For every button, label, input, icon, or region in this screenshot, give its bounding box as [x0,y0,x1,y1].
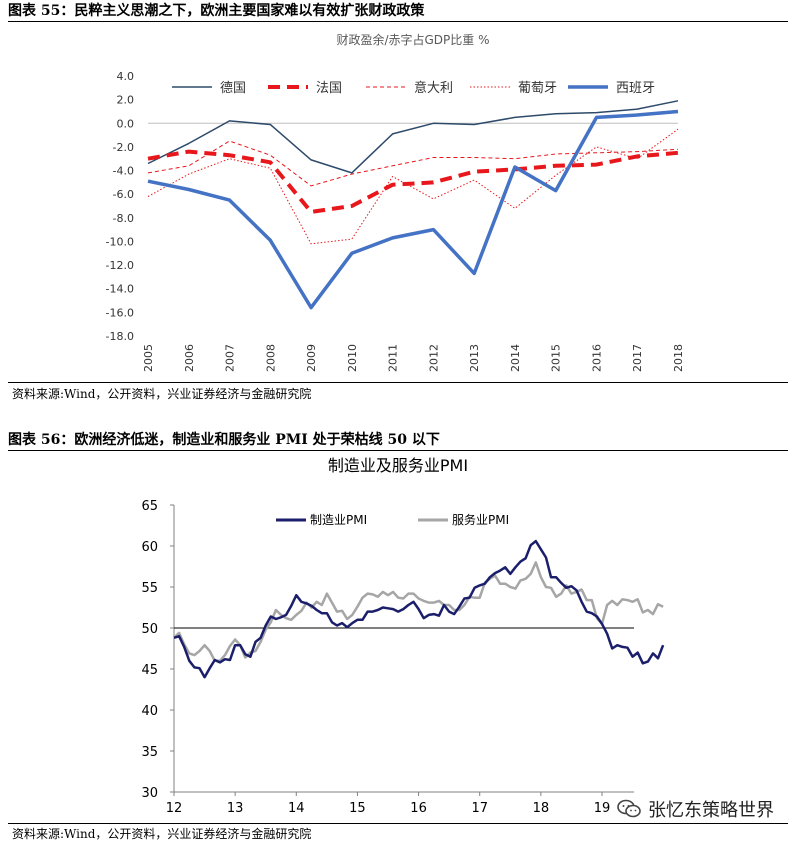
x-tick-label: 2009 [305,344,318,372]
watermark-text: 张忆东策略世界 [648,800,774,821]
figure-56-top-rule [8,450,788,451]
series-line-2 [147,140,679,187]
y-tick-label: 40 [141,704,158,719]
y-tick-label: 35 [141,745,158,760]
y-tick-label: 50 [141,622,158,637]
series-line-4 [147,109,679,310]
x-tick-label: 15 [349,801,366,816]
series-line-1 [173,561,664,663]
y-tick-label: -14.0 [106,283,134,296]
y-tick-label: 45 [141,663,158,678]
x-tick-label: 18 [533,801,550,816]
figure-55-source: 资料来源:Wind，公开资料，兴业证券经济与金融研究院 [12,387,312,401]
fiscal-balance-chart: 财政盈余/赤字占GDP比重 % 4.0 2.0 0.0 -2.0 -4.0 -6.0 -8.0… [106,32,685,372]
x-tick-label: 2016 [590,344,603,372]
y-tick-label: -2.0 [113,141,134,154]
x-tick-label: 12 [166,801,183,816]
x-tick-label: 19 [594,801,611,816]
y-tick-label: -10.0 [106,235,134,248]
y-tick-label: -8.0 [113,212,134,225]
figure-56-caption: 图表 56：欧洲经济低迷，制造业和服务业 PMI 处于荣枯线 50 以下 [8,432,440,448]
x-tick-label: 2007 [224,344,237,372]
y-tick-label: 55 [141,581,158,596]
y-tick-label: 2.0 [117,94,135,107]
watermark: 张忆东策略世界 [616,794,774,824]
x-tick-label: 16 [410,801,427,816]
x-tick-label: 2006 [183,344,196,372]
figure-55-top-rule [8,21,788,22]
y-tick-label: 65 [141,499,158,514]
series-line-3 [147,128,679,245]
x-tick-label: 2005 [142,344,155,372]
y-tick-label: -18.0 [106,330,134,343]
y-tick-label: 30 [141,786,158,801]
y-tick-label: 0.0 [117,117,135,130]
x-tick-label: 13 [227,801,244,816]
figure-55-caption: 图表 55：民粹主义思潮之下，欧洲主要国家难以有效扩张财政政策 [8,3,425,19]
wechat-icon [617,799,641,818]
legend-label: 服务业PMI [452,512,509,527]
x-tick-label: 2011 [387,344,400,372]
x-tick-label: 2015 [550,344,563,372]
series-line-0 [173,539,665,679]
x-tick-label: 2010 [346,344,359,372]
figure-56-bottom-rule [8,823,788,824]
series-line-1 [147,149,679,214]
chart-title: 制造业及服务业PMI [328,456,468,475]
figure-56-source: 资料来源:Wind，公开资料，兴业证券经济与金融研究院 [12,827,312,841]
y-tick-label: 4.0 [117,70,135,83]
legend-label: 法国 [316,81,342,96]
legend-label: 葡萄牙 [518,81,557,96]
pmi-chart: 制造业及服务业PMI 65 60 55 50 45 40 35 30 12 13 14 15 16 17 18… [141,456,665,816]
y-tick-label: -12.0 [106,259,134,272]
series-line-0 [147,100,679,174]
x-tick-label: 2014 [509,344,522,372]
chart-title: 财政盈余/赤字占GDP比重 % [336,32,489,47]
legend-label: 西班牙 [616,81,655,96]
x-tick-label: 14 [288,801,305,816]
x-tick-label: 2013 [468,344,481,372]
y-tick-label: -6.0 [113,188,134,201]
x-tick-label: 2018 [672,344,685,372]
x-tick-label: 2012 [427,344,440,372]
x-tick-label: 2017 [631,344,644,372]
y-tick-label: 60 [141,540,158,555]
legend-label: 德国 [220,81,246,96]
y-tick-label: -4.0 [113,165,134,178]
y-tick-label: -16.0 [106,306,134,319]
legend-label: 制造业PMI [310,513,367,527]
x-tick-label: 17 [471,801,488,816]
figure-55-bottom-rule [8,382,788,383]
x-tick-label: 2008 [264,344,277,372]
legend-label: 意大利 [414,80,453,96]
